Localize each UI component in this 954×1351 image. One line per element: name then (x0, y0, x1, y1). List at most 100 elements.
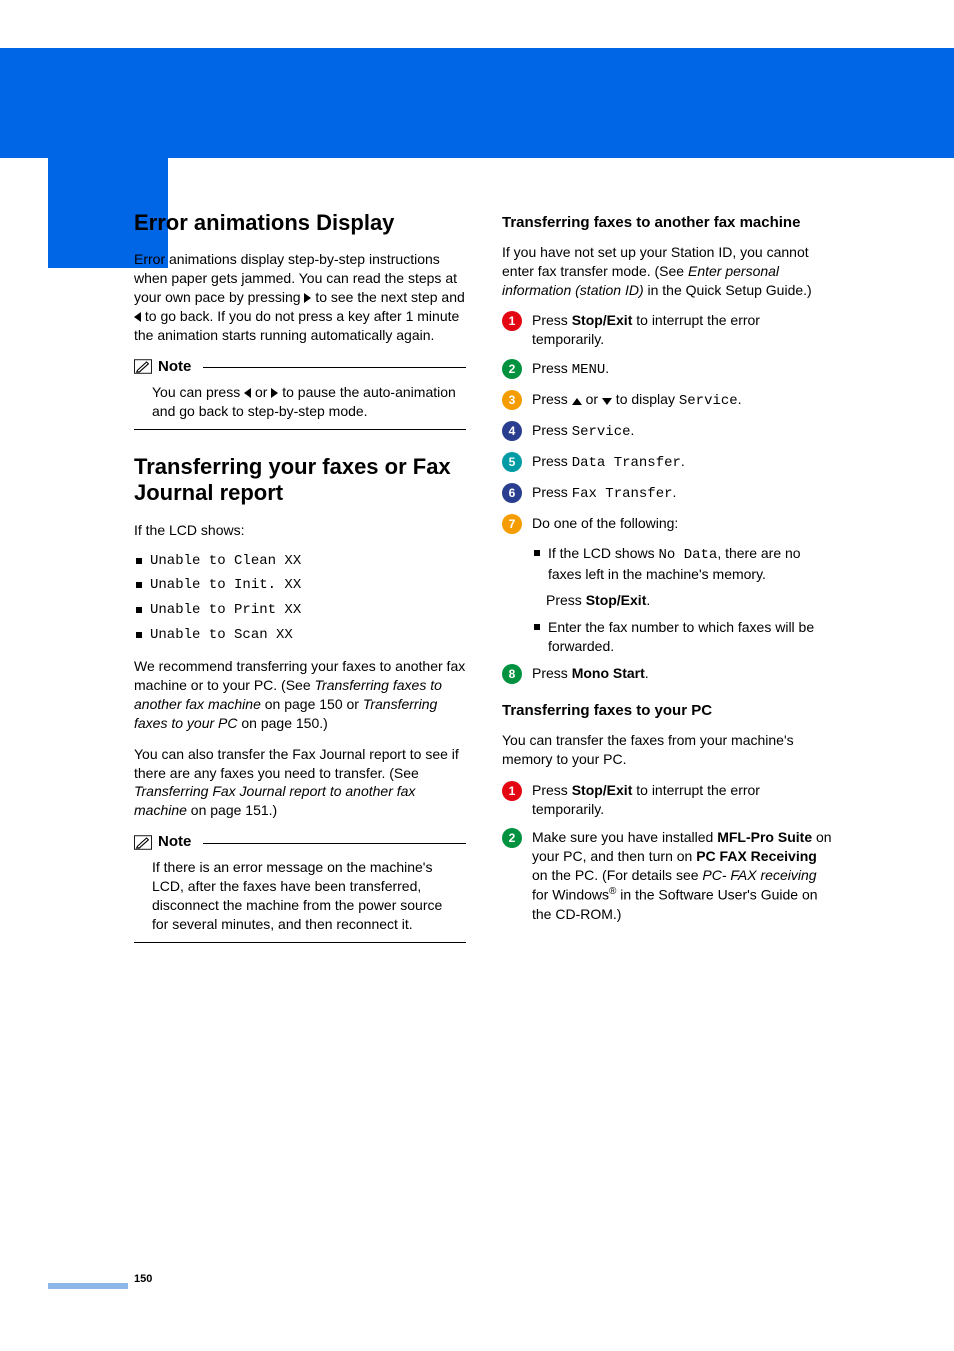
error-text: Unable to Clean XX (150, 552, 301, 571)
step-number-icon: 7 (502, 514, 522, 534)
step-7-options-2: Enter the fax number to which faxes will… (502, 618, 834, 656)
step-pc-1: 1 Press Stop/Exit to interrupt the error… (502, 781, 834, 819)
page-accent-bar (48, 1283, 128, 1289)
subheading-transfer-fax-machine: Transferring faxes to another fax machin… (502, 214, 834, 233)
subheading-transfer-pc: Transferring faxes to your PC (502, 702, 834, 721)
key-label: Stop/Exit (572, 782, 633, 798)
step-number-icon: 5 (502, 452, 522, 472)
note-pencil-icon (134, 359, 152, 374)
xref-link[interactable]: PC- FAX receiving (702, 867, 816, 883)
text: on the PC. (For details see (532, 867, 702, 883)
step-number-icon: 2 (502, 828, 522, 848)
heading-transferring-report: Transferring your faxes or Fax Journal r… (134, 454, 466, 507)
text: or (582, 391, 602, 407)
para-station-id: If you have not set up your Station ID, … (502, 243, 834, 300)
note-header: Note (134, 357, 466, 377)
step-text: Press Stop/Exit to interrupt the error t… (532, 311, 834, 349)
text: Press (532, 391, 572, 407)
step-text: Press or to display Service. (532, 390, 834, 411)
error-text: Unable to Print XX (150, 601, 301, 620)
lcd-text: Service (572, 424, 631, 440)
key-label: Mono Start (572, 665, 645, 681)
list-item: Unable to Init. XX (134, 576, 466, 595)
text: . (645, 665, 649, 681)
key-label: MFL-Pro Suite (717, 829, 812, 845)
note-body: You can press or to pause the auto-anima… (134, 383, 466, 421)
note-rule-bottom (134, 429, 466, 430)
lcd-text: No Data (659, 547, 718, 563)
text: . (738, 391, 742, 407)
text: You can also transfer the Fax Journal re… (134, 746, 459, 781)
step-pc-2: 2 Make sure you have installed MFL-Pro S… (502, 828, 834, 923)
step-number-icon: 1 (502, 781, 522, 801)
list-item: If the LCD shows No Data, there are no f… (532, 544, 834, 584)
text: to display (612, 391, 679, 407)
triangle-up-icon (572, 398, 582, 405)
step-number-icon: 2 (502, 359, 522, 379)
option-text: Enter the fax number to which faxes will… (548, 618, 834, 656)
text: Press (532, 484, 572, 500)
step-6: 6 Press Fax Transfer. (502, 483, 834, 504)
text: to go back. If you do not press a key af… (134, 308, 459, 343)
left-column: Error animations Display Error animation… (134, 210, 466, 963)
square-bullet-icon (136, 582, 142, 588)
list-item: Unable to Scan XX (134, 626, 466, 645)
step-text: Press Mono Start. (532, 664, 834, 683)
lcd-text: MENU (572, 362, 606, 378)
text: Press (532, 360, 572, 376)
note-block-1: Note You can press or to pause the auto-… (134, 357, 466, 430)
step-number-icon: 4 (502, 421, 522, 441)
step-4: 4 Press Service. (502, 421, 834, 442)
lcd-text: Fax Transfer (572, 486, 673, 502)
key-label: PC FAX Receiving (696, 848, 817, 864)
text: to see the next step and (311, 289, 464, 305)
para-recommend: We recommend transferring your faxes to … (134, 657, 466, 733)
text: Press (532, 422, 572, 438)
step-text: Press Service. (532, 421, 834, 442)
text: Press (546, 592, 586, 608)
note-block-2: Note If there is an error message on the… (134, 832, 466, 943)
square-bullet-icon (534, 624, 540, 630)
text: on page 150.) (238, 715, 328, 731)
step-7: 7 Do one of the following: (502, 514, 834, 534)
step-2: 2 Press MENU. (502, 359, 834, 380)
step-1: 1 Press Stop/Exit to interrupt the error… (502, 311, 834, 349)
text: . (631, 422, 635, 438)
lcd-text: Service (679, 393, 738, 409)
square-bullet-icon (136, 558, 142, 564)
note-body: If there is an error message on the mach… (134, 858, 466, 934)
step-7-options: If the LCD shows No Data, there are no f… (502, 544, 834, 584)
triangle-down-icon (602, 398, 612, 405)
text: Press (532, 665, 572, 681)
error-text: Unable to Scan XX (150, 626, 293, 645)
note-label: Note (158, 357, 191, 377)
step-text: Press Stop/Exit to interrupt the error t… (532, 781, 834, 819)
page-number: 150 (134, 1273, 152, 1285)
note-pencil-icon (134, 835, 152, 850)
text: . (673, 484, 677, 500)
note-rule-top (203, 843, 466, 844)
key-label: Stop/Exit (586, 592, 647, 608)
text: for Windows (532, 887, 609, 903)
step-number-icon: 1 (502, 311, 522, 331)
para-lcd-shows: If the LCD shows: (134, 521, 466, 540)
heading-error-animations: Error animations Display (134, 210, 466, 236)
right-column: Transferring faxes to another fax machin… (502, 210, 834, 963)
square-bullet-icon (136, 632, 142, 638)
text: on page 150 or (261, 696, 363, 712)
text: or (251, 384, 271, 400)
error-list: Unable to Clean XX Unable to Init. XX Un… (134, 552, 466, 646)
text: If the LCD shows (548, 545, 659, 561)
step-3: 3 Press or to display Service. (502, 390, 834, 411)
text: . (646, 592, 650, 608)
list-item: Unable to Clean XX (134, 552, 466, 571)
text: . (605, 360, 609, 376)
content-area: Error animations Display Error animation… (134, 210, 834, 963)
step-text: Press Fax Transfer. (532, 483, 834, 504)
lcd-text: Data Transfer (572, 455, 681, 471)
text: Press (532, 312, 572, 328)
text: Press (532, 782, 572, 798)
step-text: Make sure you have installed MFL-Pro Sui… (532, 828, 834, 923)
para-transfer-pc: You can transfer the faxes from your mac… (502, 731, 834, 769)
note-rule-top (203, 367, 466, 368)
